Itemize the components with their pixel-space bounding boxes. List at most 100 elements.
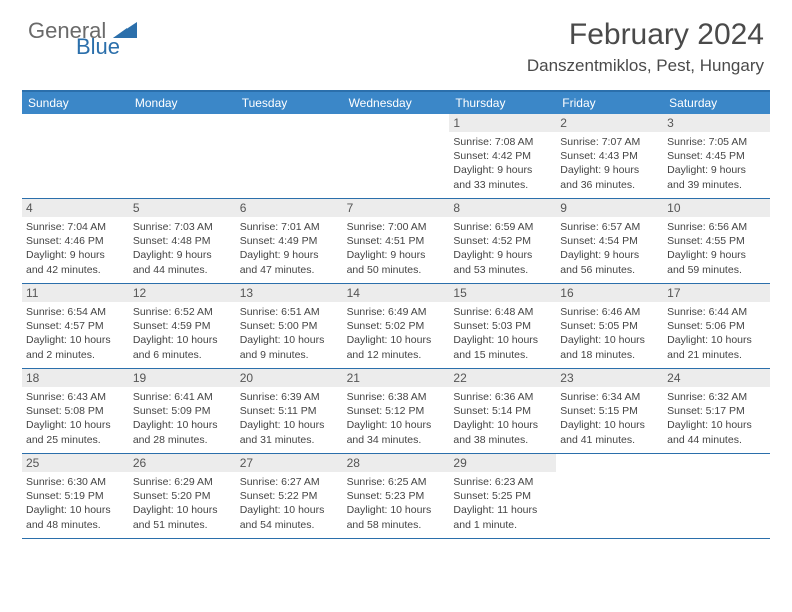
day-number: 23 [556, 369, 663, 387]
day-info: Sunrise: 6:48 AMSunset: 5:03 PMDaylight:… [453, 305, 552, 362]
day-number: 8 [449, 199, 556, 217]
weekday-header: Saturday [663, 92, 770, 114]
empty-day-cell [663, 454, 770, 538]
week-row: 4Sunrise: 7:04 AMSunset: 4:46 PMDaylight… [22, 199, 770, 284]
weekday-header: Tuesday [236, 92, 343, 114]
day-number: 16 [556, 284, 663, 302]
weekday-header: Friday [556, 92, 663, 114]
month-title: February 2024 [527, 18, 764, 52]
day-cell: 13 Sunrise: 6:51 AMSunset: 5:00 PMDayligh… [236, 284, 343, 368]
day-number: 2 [556, 114, 663, 132]
day-number: 19 [129, 369, 236, 387]
day-cell: 16 Sunrise: 6:46 AMSunset: 5:05 PMDayligh… [556, 284, 663, 368]
day-number: 5 [129, 199, 236, 217]
empty-day-cell [556, 454, 663, 538]
day-number: 28 [343, 454, 450, 472]
day-number: 1 [449, 114, 556, 132]
day-info: Sunrise: 7:05 AMSunset: 4:45 PMDaylight:… [667, 135, 766, 192]
day-info: Sunrise: 6:36 AMSunset: 5:14 PMDaylight:… [453, 390, 552, 447]
week-row: 18Sunrise: 6:43 AMSunset: 5:08 PMDayligh… [22, 369, 770, 454]
weeks-container: 1 Sunrise: 7:08 AMSunset: 4:42 PMDaylight… [22, 114, 770, 539]
day-number: 24 [663, 369, 770, 387]
day-number: 6 [236, 199, 343, 217]
day-number: 15 [449, 284, 556, 302]
day-cell: 21 Sunrise: 6:38 AMSunset: 5:12 PMDayligh… [343, 369, 450, 453]
day-cell: 12 Sunrise: 6:52 AMSunset: 4:59 PMDayligh… [129, 284, 236, 368]
empty-day-cell [129, 114, 236, 198]
day-number: 26 [129, 454, 236, 472]
day-info: Sunrise: 6:46 AMSunset: 5:05 PMDaylight:… [560, 305, 659, 362]
day-cell: 18Sunrise: 6:43 AMSunset: 5:08 PMDayligh… [22, 369, 129, 453]
day-number: 18 [22, 369, 129, 387]
weekday-header: Monday [129, 92, 236, 114]
day-cell: 3 Sunrise: 7:05 AMSunset: 4:45 PMDaylight… [663, 114, 770, 198]
weekday-header: Wednesday [343, 92, 450, 114]
day-cell: 10 Sunrise: 6:56 AMSunset: 4:55 PMDayligh… [663, 199, 770, 283]
day-cell: 2 Sunrise: 7:07 AMSunset: 4:43 PMDaylight… [556, 114, 663, 198]
day-number: 9 [556, 199, 663, 217]
day-cell: 25 Sunrise: 6:30 AMSunset: 5:19 PMDayligh… [22, 454, 129, 538]
day-info: Sunrise: 7:07 AMSunset: 4:43 PMDaylight:… [560, 135, 659, 192]
logo-text-blue: Blue [76, 34, 120, 60]
day-number: 21 [343, 369, 450, 387]
day-cell: 11 Sunrise: 6:54 AMSunset: 4:57 PMDayligh… [22, 284, 129, 368]
day-cell: 7Sunrise: 7:00 AMSunset: 4:51 PMDaylight… [343, 199, 450, 283]
header: General Blue February 2024 Danszentmiklo… [0, 0, 792, 82]
day-info: Sunrise: 6:49 AMSunset: 5:02 PMDaylight:… [347, 305, 446, 362]
day-cell: 15 Sunrise: 6:48 AMSunset: 5:03 PMDayligh… [449, 284, 556, 368]
day-number: 25 [22, 454, 129, 472]
day-info: Sunrise: 6:27 AMSunset: 5:22 PMDaylight:… [240, 475, 339, 532]
day-cell: 1 Sunrise: 7:08 AMSunset: 4:42 PMDaylight… [449, 114, 556, 198]
day-info: Sunrise: 6:39 AMSunset: 5:11 PMDaylight:… [240, 390, 339, 447]
day-cell: 22 Sunrise: 6:36 AMSunset: 5:14 PMDayligh… [449, 369, 556, 453]
location-subtitle: Danszentmiklos, Pest, Hungary [527, 56, 764, 76]
day-info: Sunrise: 6:56 AMSunset: 4:55 PMDaylight:… [667, 220, 766, 277]
day-info: Sunrise: 6:41 AMSunset: 5:09 PMDaylight:… [133, 390, 232, 447]
day-number: 14 [343, 284, 450, 302]
day-info: Sunrise: 6:34 AMSunset: 5:15 PMDaylight:… [560, 390, 659, 447]
day-number: 12 [129, 284, 236, 302]
day-cell: 14 Sunrise: 6:49 AMSunset: 5:02 PMDayligh… [343, 284, 450, 368]
day-info: Sunrise: 6:57 AMSunset: 4:54 PMDaylight:… [560, 220, 659, 277]
day-cell: 29 Sunrise: 6:23 AMSunset: 5:25 PMDayligh… [449, 454, 556, 538]
day-info: Sunrise: 7:00 AMSunset: 4:51 PMDaylight:… [347, 220, 446, 277]
week-row: 25 Sunrise: 6:30 AMSunset: 5:19 PMDayligh… [22, 454, 770, 539]
day-cell: 27 Sunrise: 6:27 AMSunset: 5:22 PMDayligh… [236, 454, 343, 538]
day-cell: 24Sunrise: 6:32 AMSunset: 5:17 PMDayligh… [663, 369, 770, 453]
day-number: 3 [663, 114, 770, 132]
empty-day-cell [343, 114, 450, 198]
day-cell: 9 Sunrise: 6:57 AMSunset: 4:54 PMDaylight… [556, 199, 663, 283]
day-cell: 28 Sunrise: 6:25 AMSunset: 5:23 PMDayligh… [343, 454, 450, 538]
day-number: 22 [449, 369, 556, 387]
day-cell: 8 Sunrise: 6:59 AMSunset: 4:52 PMDaylight… [449, 199, 556, 283]
day-cell: 4Sunrise: 7:04 AMSunset: 4:46 PMDaylight… [22, 199, 129, 283]
title-block: February 2024 Danszentmiklos, Pest, Hung… [527, 18, 764, 76]
empty-day-cell [22, 114, 129, 198]
day-info: Sunrise: 7:08 AMSunset: 4:42 PMDaylight:… [453, 135, 552, 192]
day-info: Sunrise: 6:30 AMSunset: 5:19 PMDaylight:… [26, 475, 125, 532]
week-row: 11 Sunrise: 6:54 AMSunset: 4:57 PMDayligh… [22, 284, 770, 369]
day-number: 17 [663, 284, 770, 302]
calendar: SundayMondayTuesdayWednesdayThursdayFrid… [22, 90, 770, 539]
day-info: Sunrise: 6:25 AMSunset: 5:23 PMDaylight:… [347, 475, 446, 532]
day-number: 29 [449, 454, 556, 472]
day-cell: 17 Sunrise: 6:44 AMSunset: 5:06 PMDayligh… [663, 284, 770, 368]
day-number: 20 [236, 369, 343, 387]
day-number: 27 [236, 454, 343, 472]
day-number: 13 [236, 284, 343, 302]
day-info: Sunrise: 6:38 AMSunset: 5:12 PMDaylight:… [347, 390, 446, 447]
day-info: Sunrise: 6:44 AMSunset: 5:06 PMDaylight:… [667, 305, 766, 362]
day-cell: 20 Sunrise: 6:39 AMSunset: 5:11 PMDayligh… [236, 369, 343, 453]
day-number: 10 [663, 199, 770, 217]
day-info: Sunrise: 6:59 AMSunset: 4:52 PMDaylight:… [453, 220, 552, 277]
day-info: Sunrise: 6:54 AMSunset: 4:57 PMDaylight:… [26, 305, 125, 362]
day-cell: 23 Sunrise: 6:34 AMSunset: 5:15 PMDayligh… [556, 369, 663, 453]
day-info: Sunrise: 7:04 AMSunset: 4:46 PMDaylight:… [26, 220, 125, 277]
day-cell: 6Sunrise: 7:01 AMSunset: 4:49 PMDaylight… [236, 199, 343, 283]
day-info: Sunrise: 6:52 AMSunset: 4:59 PMDaylight:… [133, 305, 232, 362]
day-info: Sunrise: 6:23 AMSunset: 5:25 PMDaylight:… [453, 475, 552, 532]
day-info: Sunrise: 6:51 AMSunset: 5:00 PMDaylight:… [240, 305, 339, 362]
day-number: 11 [22, 284, 129, 302]
empty-day-cell [236, 114, 343, 198]
day-cell: 26Sunrise: 6:29 AMSunset: 5:20 PMDayligh… [129, 454, 236, 538]
